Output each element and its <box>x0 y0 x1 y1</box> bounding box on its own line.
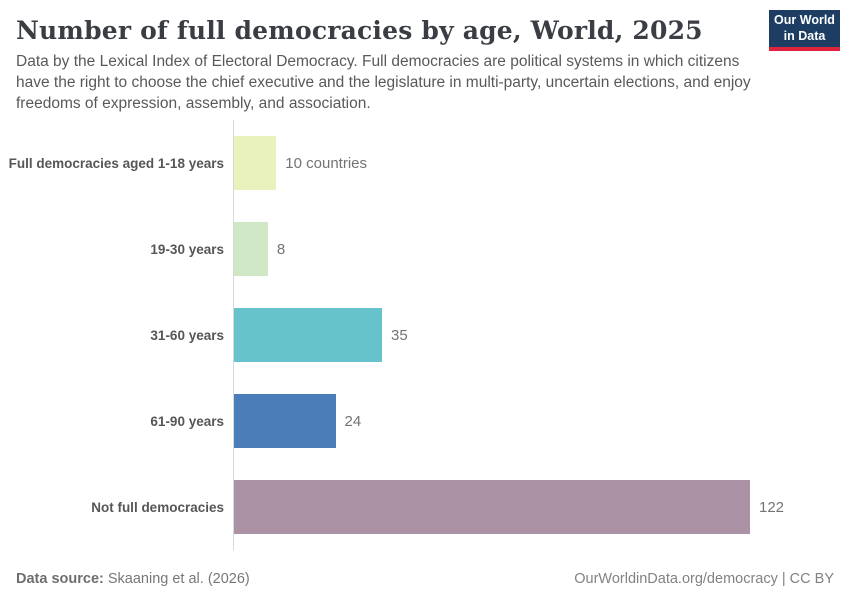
data-source-text: Skaaning et al. (2026) <box>103 571 250 587</box>
owid-logo-line1: Our World <box>774 12 835 27</box>
bar-row-aged-1-18: Full democracies aged 1-18 years 10 coun… <box>9 120 834 207</box>
data-source-prefix: Data source: <box>16 571 104 587</box>
value-label: 35 <box>391 326 408 344</box>
owid-logo[interactable]: Our World in Data <box>769 10 840 51</box>
value-label: 10 countries <box>285 154 368 172</box>
bar-aged-31-60[interactable] <box>234 308 383 363</box>
tick-label: Not full democracies <box>91 499 224 515</box>
bar-row-aged-31-60: 31-60 years 35 <box>16 292 834 379</box>
chart-header: Number of full democracies by age, World… <box>0 0 850 114</box>
tick-label: 61-90 years <box>150 413 224 429</box>
bar-row-aged-19-30: 19-30 years 8 <box>16 206 834 293</box>
owid-logo-line2: in Data <box>783 28 826 43</box>
bar-aged-1-18[interactable] <box>234 136 277 191</box>
value-label: 24 <box>344 412 362 430</box>
chart-title: Number of full democracies by age, World… <box>16 16 703 45</box>
bar-aged-19-30[interactable] <box>234 222 268 277</box>
tick-label: 19-30 years <box>150 241 224 257</box>
value-label: 8 <box>276 240 286 258</box>
bar-chart: Full democracies aged 1-18 years 10 coun… <box>0 120 850 551</box>
tick-label: 31-60 years <box>150 327 224 343</box>
bar-aged-61-90[interactable] <box>234 394 336 449</box>
bar-row-not-full: Not full democracies 122 <box>16 464 834 551</box>
bar-not-full-democracies[interactable] <box>234 480 750 535</box>
value-label: 122 <box>759 498 785 516</box>
chart-subtitle: Data by the Lexical Index of Electoral D… <box>16 53 751 112</box>
tick-label: Full democracies aged 1-18 years <box>8 155 224 171</box>
credit-link[interactable]: OurWorldinData.org/democracy | CC BY <box>574 571 834 587</box>
bar-row-aged-61-90: 61-90 years 24 <box>16 378 834 465</box>
chart-footer: Data source: Skaaning et al. (2026) OurW… <box>16 571 834 587</box>
data-source: Data source: Skaaning et al. (2026) <box>16 571 250 587</box>
